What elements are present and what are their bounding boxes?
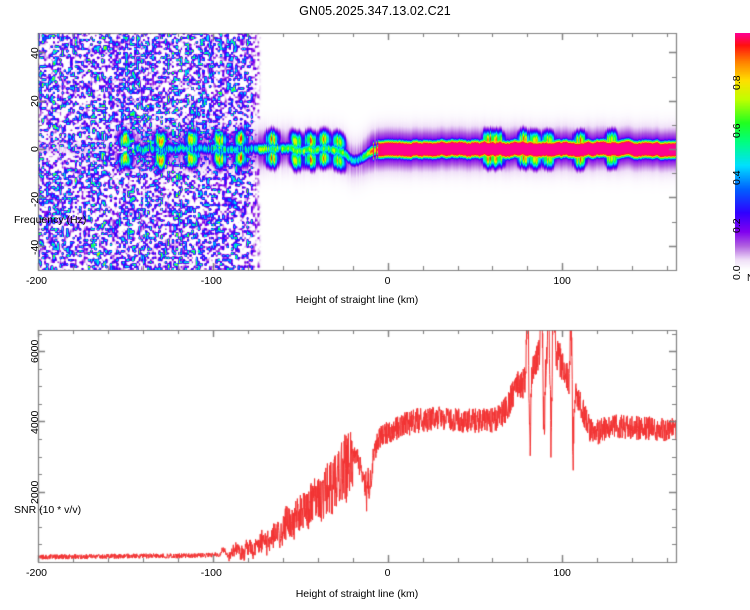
spectrogram-axes <box>20 20 720 320</box>
snr-xaxis-label-wrap: Height of straight line (km) <box>38 584 676 602</box>
figure-title: GN05.2025.347.13.02.C21 <box>299 4 451 18</box>
snr-yaxis-label: SNR (10 * v/v) <box>14 504 82 516</box>
spectrogram-yaxis-label: Frequency (Hz) <box>14 214 87 226</box>
spectrogram-yaxis-label-wrap: Frequency (Hz) <box>14 210 86 228</box>
spectrogram-xaxis-label-wrap: Height of straight line (km) <box>38 290 676 308</box>
spectrogram-xaxis-label: Height of straight line (km) <box>295 294 419 306</box>
snr-yaxis-label-wrap: SNR (10 * v/v) <box>14 500 81 518</box>
colorbar-gradient <box>735 33 750 270</box>
snr-xaxis-label: Height of straight line (km) <box>295 588 419 600</box>
snr-axes <box>20 320 720 610</box>
